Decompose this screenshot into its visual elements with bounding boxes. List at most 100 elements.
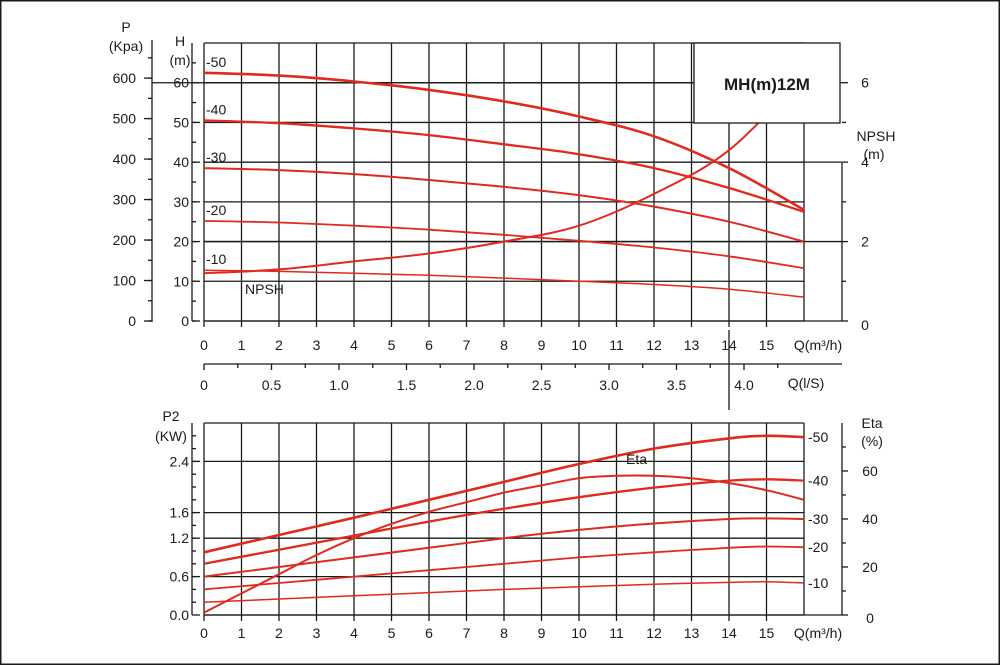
power-curve-50 bbox=[203, 434, 805, 554]
npsh-tick-label: 4 bbox=[861, 154, 869, 170]
bottom-flow-tick-label: 0 bbox=[200, 625, 208, 641]
flow-ls-tick-label: 3.0 bbox=[599, 377, 619, 393]
eta-curve bbox=[203, 474, 805, 614]
flow-tick-label: 8 bbox=[500, 337, 508, 353]
eta-tick-label: 20 bbox=[862, 559, 878, 575]
flow-ls-tick-label: 0.5 bbox=[262, 377, 282, 393]
head-tick-label: 10 bbox=[173, 273, 189, 289]
flow-ls-axis-label: Q(l/S) bbox=[788, 375, 825, 391]
npsh-axis-label: NPSH bbox=[857, 128, 896, 144]
power-axis-label: P2 bbox=[162, 408, 179, 424]
flow-tick-label: 4 bbox=[350, 337, 358, 353]
bottom-flow-tick-label: 2 bbox=[275, 625, 283, 641]
bottom-flow-tick-label: 14 bbox=[721, 625, 737, 641]
npsh-tick-label: 2 bbox=[861, 234, 869, 250]
pressure-tick-label: 200 bbox=[113, 232, 137, 248]
power-curve-20 bbox=[203, 545, 805, 591]
power-curve-label: -50 bbox=[808, 429, 828, 445]
head-curve-label: -10 bbox=[206, 251, 226, 267]
flow-ls-tick-label: 3.5 bbox=[667, 377, 687, 393]
bottom-flow-tick-label: 4 bbox=[350, 625, 358, 641]
chart-title: MH(m)12M bbox=[724, 75, 810, 94]
pressure-tick-label: 600 bbox=[113, 70, 137, 86]
power-axis-ticks: 0.0 0.6 1.2 1.6 2.4 bbox=[170, 423, 200, 623]
head-curve-30 bbox=[203, 167, 805, 243]
flow-ls-tick-label: 2.0 bbox=[464, 377, 484, 393]
bottom-flow-tick-label: 3 bbox=[313, 625, 321, 641]
head-curves: -50 -40 -30 -20 -10 NPSH bbox=[203, 54, 805, 298]
flow-tick-label: 2 bbox=[275, 337, 283, 353]
bottom-flow-tick-label: 10 bbox=[571, 625, 587, 641]
head-tick-label: 60 bbox=[173, 75, 189, 91]
flow-axis-label: Q(m³/h) bbox=[794, 337, 842, 353]
flow-tick-label: 9 bbox=[538, 337, 546, 353]
eta-axis-label: Eta bbox=[861, 415, 882, 431]
flow-tick-label: 11 bbox=[609, 337, 624, 353]
npsh-curve bbox=[203, 74, 805, 275]
flow-tick-label: 13 bbox=[684, 337, 700, 353]
flow-tick-label: 0 bbox=[200, 337, 208, 353]
bottom-flow-tick-label: 8 bbox=[500, 625, 508, 641]
head-axis-label-unit: (m) bbox=[170, 52, 191, 68]
bottom-flow-axis-ticks: 0 1 2 3 4 5 6 7 8 9 10 11 12 13 14 15 bbox=[200, 614, 842, 641]
power-curve-label: -40 bbox=[808, 473, 828, 489]
power-curve-30 bbox=[203, 517, 805, 578]
eta-curve-label: Eta bbox=[626, 451, 647, 467]
head-tick-label: 50 bbox=[173, 114, 189, 130]
power-curve-label: -30 bbox=[808, 511, 828, 527]
power-axis-unit: (KW) bbox=[155, 428, 187, 444]
eta-tick-label: 40 bbox=[862, 511, 878, 527]
flow-tick-label: 5 bbox=[388, 337, 396, 353]
pressure-tick-label: 400 bbox=[113, 151, 137, 167]
head-axis-label-h: H bbox=[175, 33, 185, 49]
bottom-flow-tick-label: 12 bbox=[646, 625, 662, 641]
flow-ls-tick-label: 1.0 bbox=[329, 377, 349, 393]
flow-tick-label: 10 bbox=[571, 337, 587, 353]
head-curve-20 bbox=[203, 220, 805, 270]
flow-tick-label: 1 bbox=[238, 337, 246, 353]
bottom-flow-tick-label: 5 bbox=[388, 625, 396, 641]
bottom-flow-axis-label: Q(m³/h) bbox=[794, 625, 842, 641]
flow-tick-label: 12 bbox=[646, 337, 662, 353]
pressure-tick-label: 0 bbox=[128, 313, 136, 329]
head-curve-label: -30 bbox=[206, 149, 226, 165]
bottom-flow-tick-label: 11 bbox=[609, 625, 624, 641]
npsh-tick-label: 0 bbox=[861, 317, 869, 333]
npsh-axis-unit: (m) bbox=[864, 146, 885, 162]
power-curve-40 bbox=[203, 478, 805, 565]
head-tick-label: 40 bbox=[173, 154, 189, 170]
pressure-tick-label: 100 bbox=[113, 273, 137, 289]
head-curve-label: -20 bbox=[206, 202, 226, 218]
head-tick-label: 0 bbox=[181, 313, 189, 329]
power-tick-label: 1.6 bbox=[170, 505, 190, 521]
flow-ls-tick-label: 1.5 bbox=[397, 377, 417, 393]
pressure-tick-label: 300 bbox=[113, 192, 137, 208]
flow-ls-axis: 0 0.5 1.0 1.5 2.0 2.5 3.0 3.5 4.0 bbox=[200, 330, 842, 410]
head-tick-label: 20 bbox=[173, 234, 189, 250]
flow-tick-label: 3 bbox=[313, 337, 321, 353]
eta-tick-label: 60 bbox=[862, 463, 878, 479]
power-tick-label: 1.2 bbox=[170, 530, 190, 546]
head-curve-10 bbox=[203, 269, 805, 298]
flow-ls-tick-label: 2.5 bbox=[532, 377, 552, 393]
power-curve-label: -20 bbox=[808, 539, 828, 555]
npsh-tick-label: 6 bbox=[861, 75, 869, 91]
head-tick-label: 30 bbox=[173, 194, 189, 210]
bottom-flow-tick-label: 6 bbox=[425, 625, 433, 641]
flow-ls-tick-label: 4.0 bbox=[734, 377, 754, 393]
flow-tick-label: 7 bbox=[463, 337, 471, 353]
power-curves: -50 -40 -30 -20 -10 Eta bbox=[203, 429, 828, 614]
eta-tick-label: 0 bbox=[866, 610, 874, 626]
eta-axis-unit: (%) bbox=[861, 433, 883, 449]
power-tick-label: 0.0 bbox=[170, 607, 190, 623]
power-chart-grid bbox=[203, 422, 805, 616]
npsh-axis-ticks: 0 2 4 6 bbox=[841, 75, 869, 333]
bottom-flow-tick-label: 7 bbox=[463, 625, 471, 641]
title-box bbox=[693, 42, 841, 124]
head-curve-label: -50 bbox=[206, 54, 226, 70]
power-tick-label: 0.6 bbox=[170, 569, 190, 585]
power-curve-10 bbox=[203, 580, 805, 603]
pressure-tick-label: 500 bbox=[113, 111, 137, 127]
flow-tick-label: 15 bbox=[759, 337, 775, 353]
